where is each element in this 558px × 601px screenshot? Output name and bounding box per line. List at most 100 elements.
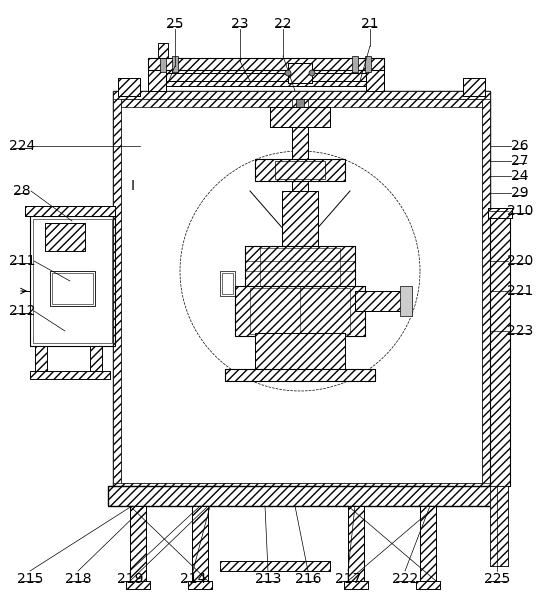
- Bar: [166, 70, 366, 86]
- Bar: [126, 581, 150, 589]
- Bar: [270, 107, 330, 127]
- Bar: [344, 581, 368, 589]
- Bar: [220, 561, 330, 571]
- Bar: [33, 219, 112, 343]
- Bar: [288, 63, 312, 83]
- Bar: [490, 486, 508, 566]
- Text: 22: 22: [274, 17, 292, 31]
- Text: 225: 225: [484, 572, 510, 586]
- Bar: [166, 70, 366, 86]
- Text: 213: 213: [255, 572, 281, 586]
- Bar: [235, 286, 365, 336]
- Bar: [192, 506, 208, 581]
- Bar: [366, 61, 384, 91]
- Text: 223: 223: [507, 324, 533, 338]
- Bar: [463, 78, 485, 96]
- Bar: [113, 91, 121, 491]
- Bar: [148, 58, 384, 70]
- Text: I: I: [131, 179, 135, 193]
- Bar: [45, 223, 85, 251]
- Bar: [126, 581, 150, 589]
- Text: 29: 29: [511, 186, 529, 200]
- Bar: [482, 91, 490, 491]
- Bar: [35, 346, 47, 371]
- Bar: [416, 581, 440, 589]
- Bar: [118, 78, 140, 96]
- Text: 21: 21: [361, 17, 379, 31]
- Bar: [420, 506, 436, 581]
- Bar: [166, 73, 366, 81]
- Text: 218: 218: [65, 572, 92, 586]
- Bar: [282, 191, 318, 251]
- Bar: [113, 91, 490, 491]
- Bar: [348, 506, 364, 581]
- Bar: [148, 61, 166, 91]
- Bar: [130, 506, 146, 581]
- Bar: [25, 206, 115, 216]
- Bar: [365, 56, 371, 72]
- Bar: [250, 288, 350, 334]
- Text: 211: 211: [9, 254, 35, 268]
- Bar: [490, 216, 510, 486]
- Bar: [275, 161, 325, 179]
- Bar: [90, 346, 102, 371]
- Bar: [188, 581, 212, 589]
- Text: 219: 219: [117, 572, 143, 586]
- Bar: [50, 271, 95, 306]
- Circle shape: [309, 70, 315, 76]
- Bar: [113, 483, 490, 491]
- Bar: [160, 56, 166, 72]
- Bar: [35, 346, 47, 371]
- Bar: [400, 286, 412, 316]
- Text: 215: 215: [17, 572, 43, 586]
- Text: 216: 216: [295, 572, 321, 586]
- Bar: [420, 506, 436, 581]
- Bar: [348, 506, 364, 581]
- Bar: [355, 291, 405, 311]
- Bar: [25, 206, 115, 216]
- Text: 222: 222: [392, 572, 418, 586]
- Bar: [245, 246, 355, 291]
- Bar: [255, 333, 345, 371]
- Circle shape: [285, 70, 291, 76]
- Text: 217: 217: [335, 572, 361, 586]
- Text: 212: 212: [9, 304, 35, 318]
- Bar: [30, 216, 115, 346]
- Bar: [220, 561, 330, 571]
- Bar: [30, 371, 110, 379]
- Text: 221: 221: [507, 284, 533, 298]
- Bar: [270, 107, 330, 127]
- Bar: [488, 208, 512, 218]
- Bar: [416, 581, 440, 589]
- Bar: [288, 63, 312, 83]
- Bar: [225, 369, 375, 381]
- Bar: [245, 246, 355, 291]
- Bar: [121, 99, 482, 483]
- Text: 24: 24: [511, 169, 529, 183]
- Text: 27: 27: [511, 154, 529, 168]
- Bar: [148, 61, 166, 91]
- Bar: [488, 208, 512, 218]
- Bar: [172, 56, 178, 72]
- Bar: [158, 43, 168, 58]
- Bar: [222, 273, 233, 294]
- Bar: [220, 271, 235, 296]
- Bar: [90, 346, 102, 371]
- Bar: [355, 291, 405, 311]
- Bar: [292, 107, 308, 271]
- Bar: [130, 506, 146, 581]
- Bar: [352, 56, 358, 72]
- Text: 23: 23: [231, 17, 249, 31]
- Bar: [158, 43, 168, 58]
- Text: 28: 28: [13, 184, 31, 198]
- Bar: [255, 159, 345, 181]
- Bar: [118, 78, 140, 96]
- Text: 26: 26: [511, 139, 529, 153]
- Text: 220: 220: [507, 254, 533, 268]
- Bar: [113, 91, 490, 99]
- Bar: [148, 58, 384, 70]
- Bar: [225, 369, 375, 381]
- Bar: [192, 506, 208, 581]
- Bar: [366, 61, 384, 91]
- Bar: [282, 191, 318, 251]
